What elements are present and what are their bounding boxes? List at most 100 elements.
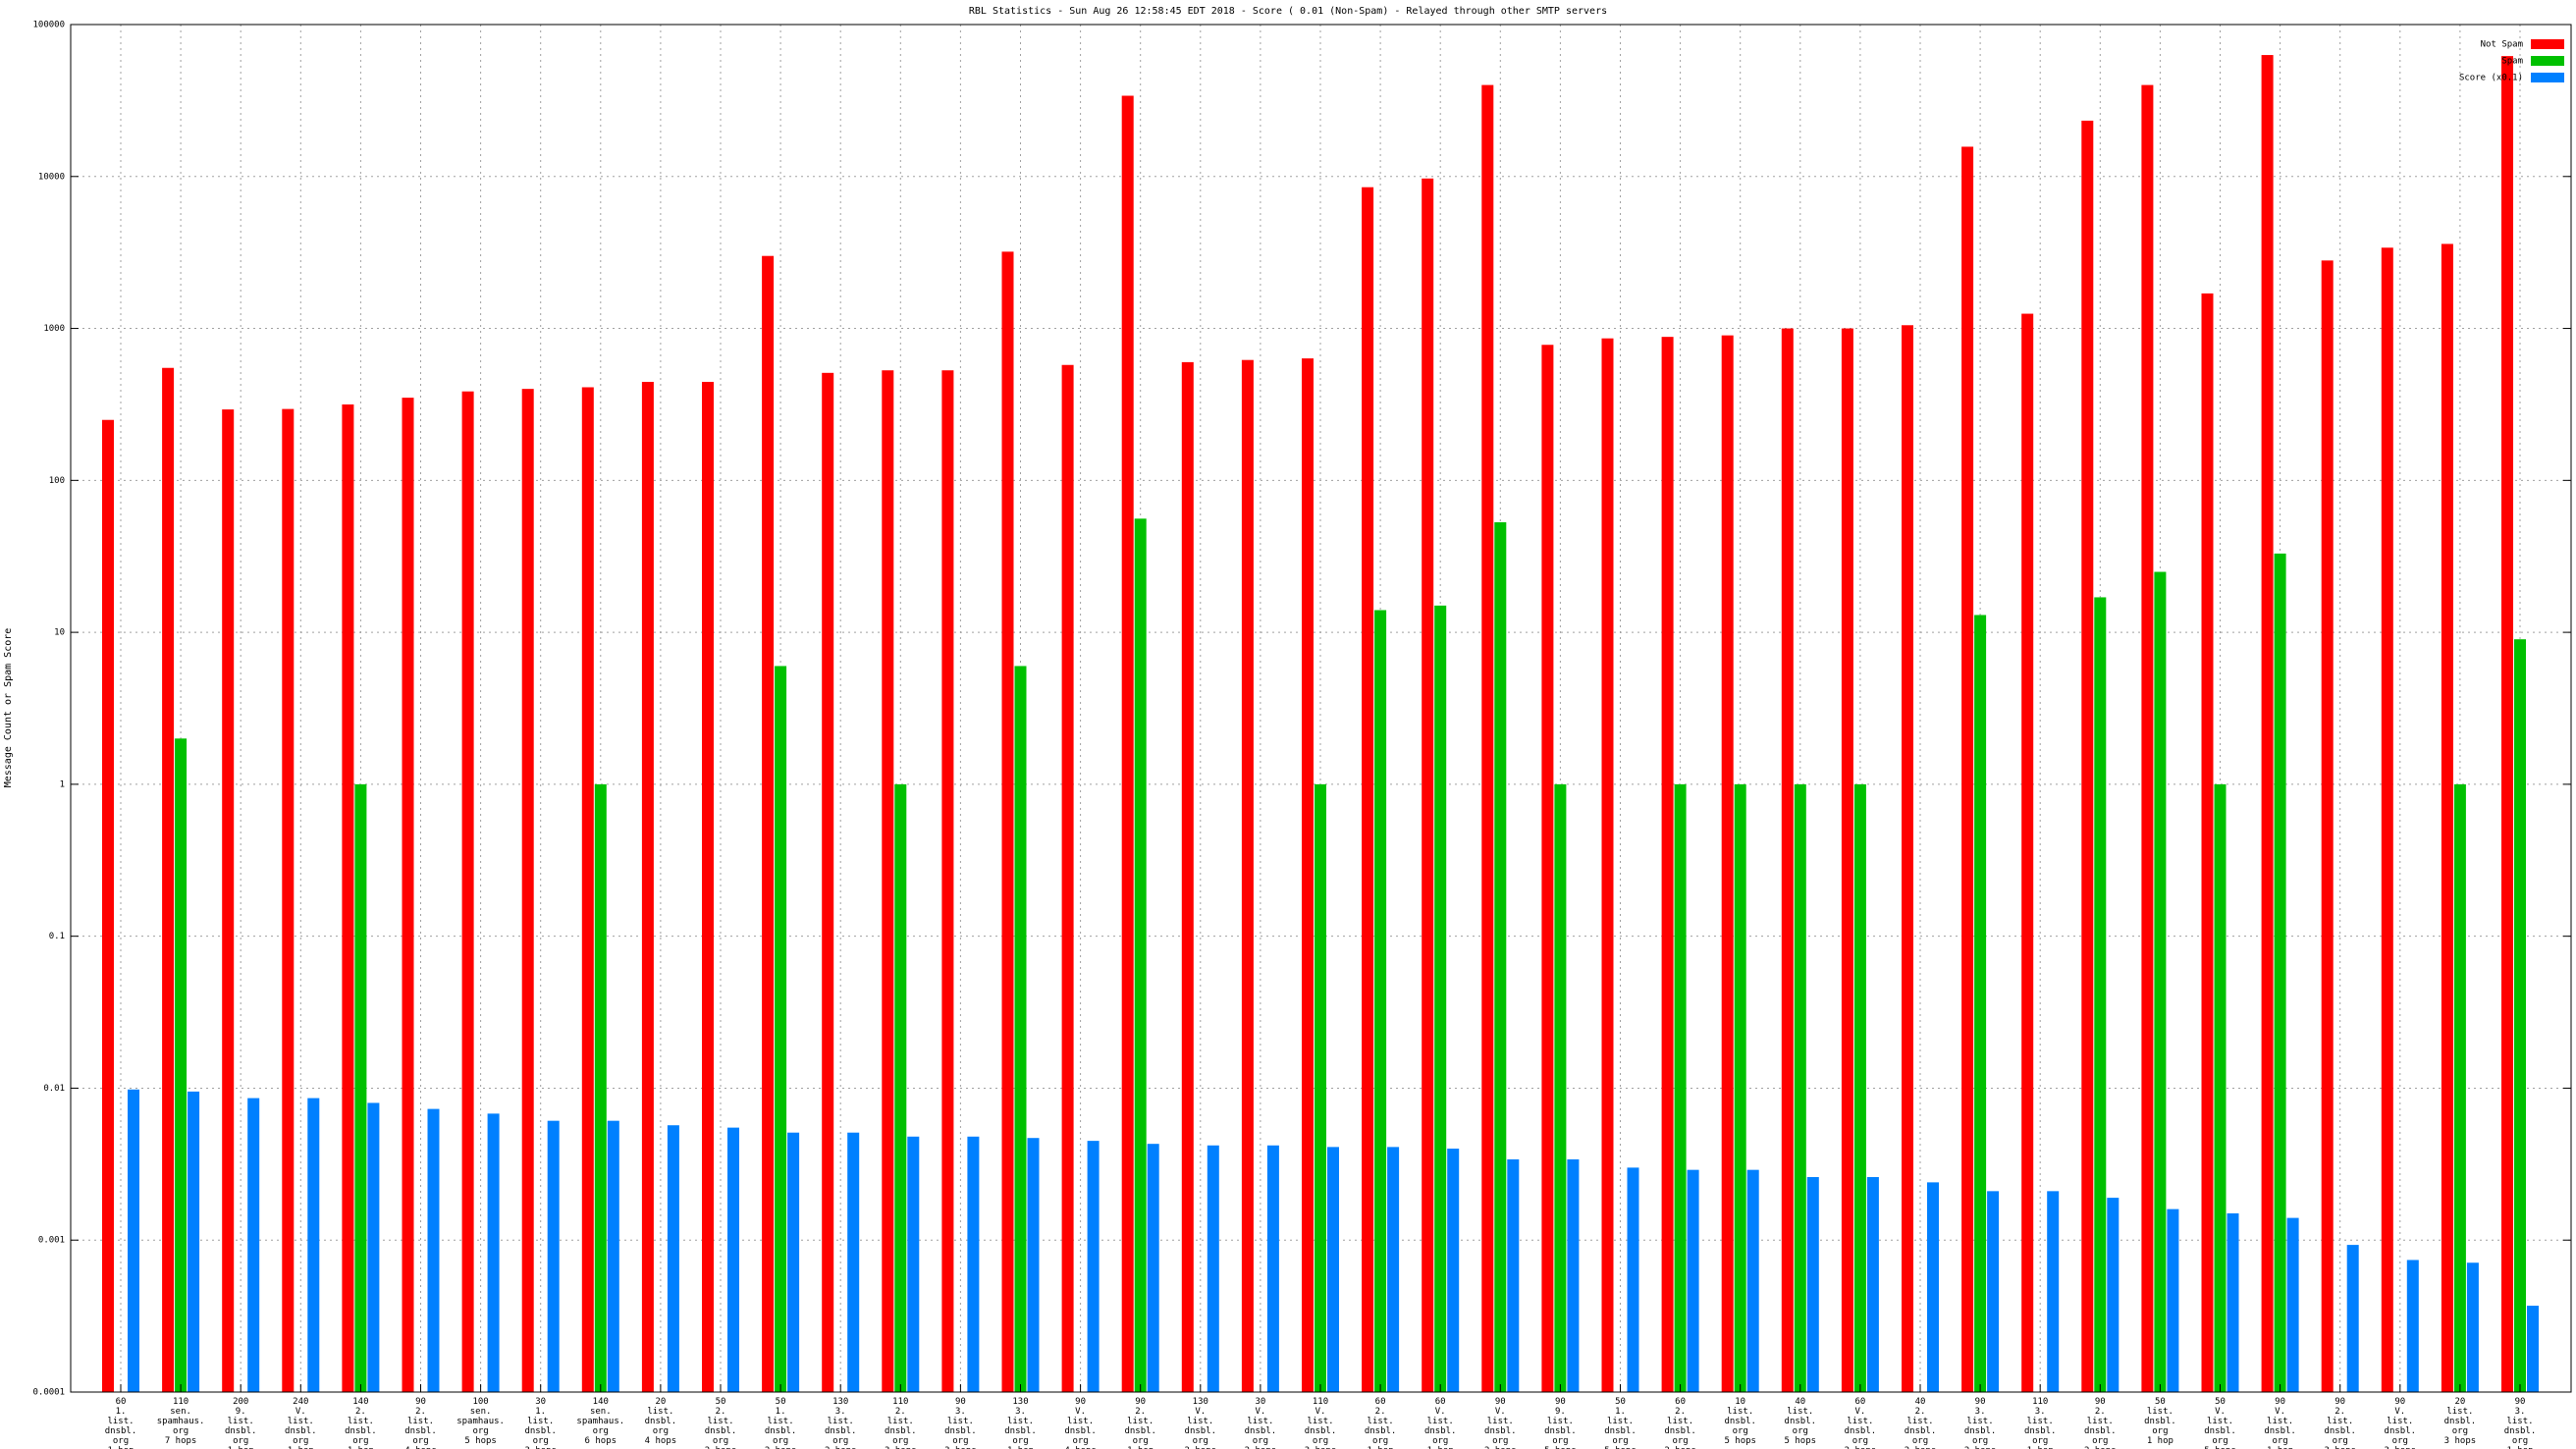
bar	[1794, 783, 1806, 1392]
y-tick-label: 0.1	[49, 932, 65, 941]
x-tick-label-line: dnsbl.	[285, 1426, 317, 1436]
bar	[775, 666, 787, 1392]
x-tick-label-line: list.	[1067, 1417, 1094, 1426]
bar	[822, 372, 834, 1393]
x-tick-label-line: org	[1672, 1436, 1688, 1446]
x-tick-label-line: org	[113, 1436, 129, 1446]
x-tick-label-line: 1 hop	[228, 1446, 254, 1449]
x-tick-label-line: list.	[1007, 1417, 1034, 1426]
x-tick-label-line: sen.	[470, 1407, 492, 1417]
x-tick-label-line: list.	[348, 1417, 374, 1426]
x-tick-label-line: list.	[1547, 1417, 1574, 1426]
y-axis-label: Message Count or Spam Score	[3, 628, 14, 788]
bar	[128, 1089, 139, 1392]
bar	[427, 1108, 440, 1392]
x-tick-label-line: list.	[2506, 1417, 2533, 1426]
bar	[2227, 1212, 2239, 1392]
x-tick-label-line: dnsbl.	[2024, 1426, 2057, 1436]
x-tick-label-line: dnsbl.	[1604, 1426, 1637, 1436]
x-tick-label-line: org	[1432, 1436, 1448, 1446]
x-tick-label-line: dnsbl.	[1124, 1426, 1156, 1436]
bar	[1674, 783, 1687, 1392]
bar	[1627, 1167, 1639, 1392]
bar	[1387, 1147, 1400, 1392]
x-tick-label-line: list.	[1787, 1407, 1813, 1417]
x-tick-label-line: list.	[1307, 1417, 1333, 1426]
bar	[594, 783, 607, 1392]
x-tick-label-line: dnsbl.	[944, 1426, 977, 1436]
x-tick-label-line: org	[1912, 1436, 1928, 1446]
x-tick-label-line: 20	[655, 1397, 666, 1407]
x-tick-label-line: 5 hops	[2204, 1446, 2236, 1449]
bar	[2346, 1245, 2359, 1392]
x-tick-label-line: 1 hop	[2147, 1436, 2174, 1446]
bar	[162, 367, 175, 1392]
bar	[1087, 1141, 1100, 1392]
x-tick-label-line: 90	[2515, 1397, 2526, 1407]
x-tick-label-line: 90	[1075, 1397, 1086, 1407]
x-tick-label-line: list.	[2267, 1417, 2293, 1426]
x-tick-label-line: 3.	[1975, 1407, 1986, 1417]
x-tick-label-line: 2 hops	[765, 1446, 797, 1449]
x-tick-label-line: list.	[2147, 1407, 2174, 1417]
bar	[1781, 328, 1794, 1392]
x-tick-label-line: 3 hops	[2324, 1446, 2356, 1449]
x-tick-label-line: 1 hop	[1127, 1446, 1154, 1449]
bar	[1961, 146, 1974, 1392]
bar	[547, 1120, 560, 1392]
bar	[641, 381, 654, 1393]
x-tick-label-line: dnsbl.	[765, 1426, 797, 1436]
x-tick-label-line: 2.	[1675, 1407, 1686, 1417]
x-tick-label-line: V.	[1195, 1407, 1206, 1417]
bar	[2286, 1217, 2299, 1392]
x-tick-label-line: 2.	[716, 1407, 726, 1417]
x-tick-label-line: org	[293, 1436, 308, 1446]
x-tick-label-line: list.	[527, 1417, 554, 1426]
x-tick-label-line: 3.	[1015, 1407, 1026, 1417]
bar	[2141, 84, 2154, 1392]
x-tick-label-line: org	[2092, 1436, 2108, 1446]
x-tick-label-line: 40	[1915, 1397, 1926, 1407]
legend-swatch	[2531, 73, 2564, 82]
x-tick-label-line: dnsbl.	[2504, 1426, 2537, 1436]
x-tick-label-line: list.	[768, 1417, 794, 1426]
x-tick-label-line: list.	[1667, 1417, 1693, 1426]
x-tick-label-line: dnsbl.	[1724, 1417, 1756, 1426]
x-tick-label-line: 1 hop	[1007, 1446, 1034, 1449]
bar	[1027, 1138, 1040, 1392]
x-tick-label-line: dnsbl.	[1305, 1426, 1337, 1436]
x-tick-label-line: spamhaus.	[157, 1417, 205, 1426]
x-tick-label-line: V.	[1075, 1407, 1086, 1417]
x-tick-label-line: 2.	[2095, 1407, 2106, 1417]
bar	[1974, 615, 1987, 1392]
x-tick-label-line: list.	[1427, 1417, 1454, 1426]
x-tick-label-line: list.	[1127, 1417, 1154, 1426]
x-tick-label-line: 60	[116, 1397, 127, 1407]
bar	[354, 783, 367, 1392]
bar	[1121, 95, 1134, 1393]
x-tick-label-line: 9.	[1555, 1407, 1566, 1417]
x-tick-label-line: 5 hops	[1544, 1446, 1577, 1449]
x-tick-label-line: 2.	[355, 1407, 366, 1417]
x-tick-label-line: list.	[647, 1407, 673, 1417]
bar	[1447, 1149, 1460, 1392]
x-tick-label-line: sen.	[590, 1407, 612, 1417]
x-tick-label-line: 3.	[835, 1407, 846, 1417]
bar	[1014, 666, 1027, 1392]
bar	[188, 1091, 200, 1392]
x-tick-label-line: org	[1612, 1436, 1628, 1446]
x-tick-label-line: V.	[1854, 1407, 1865, 1417]
x-tick-label-line: 110	[173, 1397, 188, 1407]
x-tick-label-line: 90	[1975, 1397, 1986, 1407]
x-tick-label-line: dnsbl.	[1185, 1426, 1217, 1436]
bar	[247, 1098, 260, 1392]
bar	[1661, 337, 1674, 1392]
x-tick-label-line: V.	[2215, 1407, 2226, 1417]
x-tick-label-line: org	[2392, 1436, 2408, 1446]
